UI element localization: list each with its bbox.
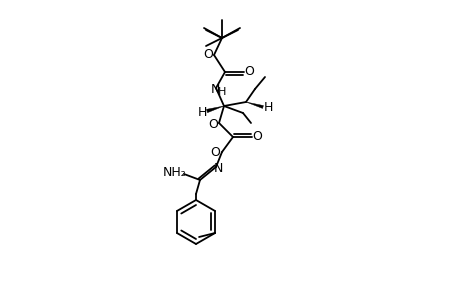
- Text: H: H: [197, 106, 206, 118]
- Text: NH₂: NH₂: [163, 167, 186, 179]
- Polygon shape: [246, 102, 263, 108]
- Text: O: O: [244, 64, 253, 77]
- Text: N: N: [210, 82, 219, 95]
- Text: N: N: [213, 161, 222, 175]
- Text: H: H: [218, 87, 226, 97]
- Text: O: O: [202, 47, 213, 61]
- Text: O: O: [207, 118, 218, 130]
- Text: O: O: [210, 146, 219, 158]
- Polygon shape: [206, 106, 224, 113]
- Text: H: H: [263, 100, 272, 113]
- Text: O: O: [252, 130, 261, 142]
